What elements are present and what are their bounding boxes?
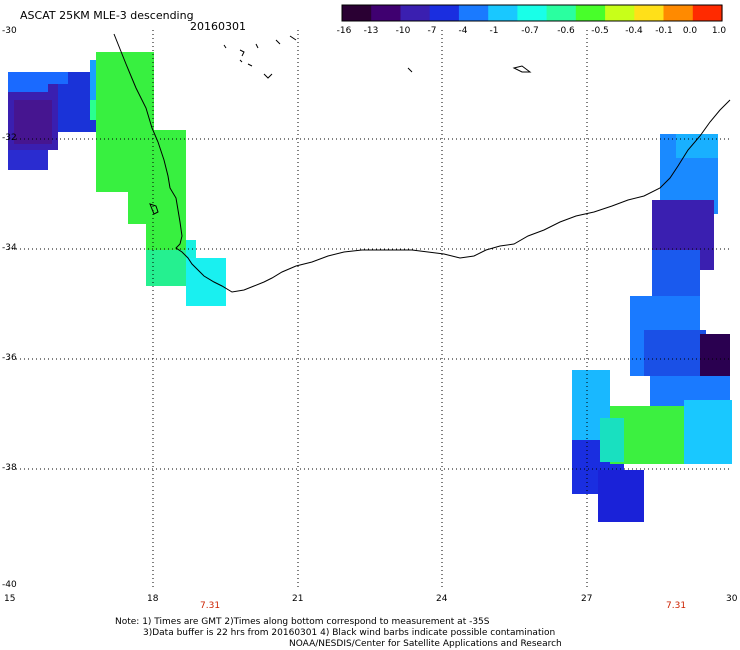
colorbar-label: -10 [395,26,411,36]
colorbar-segment [517,5,548,21]
colorbar-segment [575,5,606,21]
note-line-3: NOAA/NESDIS/Center for Satellite Applica… [289,639,562,649]
colorbar-label: -1 [489,26,499,36]
colorbar-labels: -16 -13 -10 -7 -4 -1 -0.7 -0.6 -0.5 -0.4… [326,26,727,38]
east-swath [572,134,732,522]
x-tick-label: 21 [292,594,304,604]
colorbar-label: -13 [363,26,379,36]
colorbar-label: -0.1 [655,26,673,36]
colorbar-segment [429,5,460,21]
colorbar-segment [634,5,665,21]
colorbar-label: -0.7 [521,26,539,36]
graticule [8,30,732,588]
x-tick-label: 24 [436,594,448,604]
colorbar-label: 0.0 [682,26,698,36]
colorbar-segment [692,5,723,21]
colorbar-segment [663,5,694,21]
colorbar-label: -7 [427,26,437,36]
colorbar-segment [546,5,577,21]
map-title: ASCAT 25KM MLE-3 descending [20,9,194,22]
colorbar-label: -16 [336,26,352,36]
y-tick-label: -40 [2,580,17,590]
time-mark: 7.31 [200,601,221,611]
y-tick-label: -32 [2,133,17,143]
colorbar-label: -0.4 [625,26,643,36]
colorbar-segment [488,5,518,21]
x-tick-label: 18 [147,594,159,604]
y-tick-label: -36 [2,353,17,363]
map-date: 20160301 [190,20,246,33]
note-line-2: 3)Data buffer is 22 hrs from 20160301 4)… [143,628,556,638]
colorbar-border [341,4,723,22]
y-tick-label: -38 [2,463,17,473]
colorbar-label: -0.6 [557,26,575,36]
colorbar-segment [458,5,489,21]
y-tick-label: -30 [2,26,17,36]
colorbar-label: 1.0 [711,26,727,36]
colorbar-segment [342,5,372,21]
colorbar [341,4,723,22]
colorbar-label: -0.5 [591,26,609,36]
x-tick-label: 27 [581,594,593,604]
y-tick-label: -34 [2,243,17,253]
colorbar-segment [371,5,401,21]
x-tick-label: 30 [726,594,738,604]
time-mark: 7.31 [666,601,687,611]
x-tick-label: 15 [4,594,16,604]
colorbar-segment [400,5,431,21]
west-swath [8,52,226,306]
note-line-1: Note: 1) Times are GMT 2)Times along bot… [115,617,490,627]
colorbar-segment [605,5,635,21]
coastline [113,33,731,293]
colorbar-label: -4 [458,26,468,36]
